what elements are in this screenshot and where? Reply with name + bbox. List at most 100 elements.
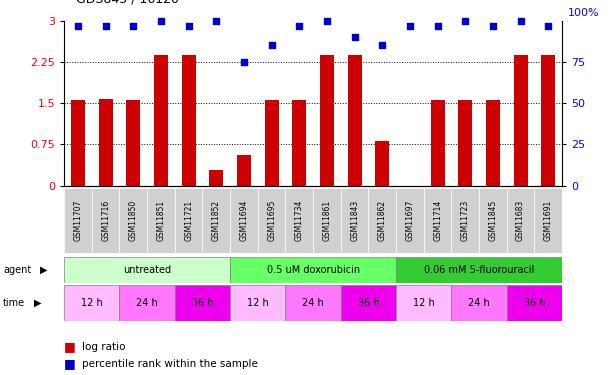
Text: ■: ■ xyxy=(64,340,76,353)
Bar xyxy=(507,188,535,253)
Text: GSM11843: GSM11843 xyxy=(350,200,359,241)
Bar xyxy=(92,188,120,253)
Text: 0.5 uM doxorubicin: 0.5 uM doxorubicin xyxy=(266,265,360,275)
Bar xyxy=(396,188,424,253)
Bar xyxy=(341,188,368,253)
Bar xyxy=(71,100,85,186)
Text: GDS845 / 16120: GDS845 / 16120 xyxy=(76,0,180,6)
Bar xyxy=(431,100,445,186)
Point xyxy=(239,59,249,65)
Bar xyxy=(64,257,230,283)
Point xyxy=(211,18,221,24)
Bar xyxy=(258,188,285,253)
Point xyxy=(128,22,138,28)
Bar xyxy=(452,188,479,253)
Bar xyxy=(265,100,279,186)
Bar xyxy=(514,55,527,186)
Point xyxy=(433,22,442,28)
Text: 36 h: 36 h xyxy=(357,298,379,308)
Point xyxy=(488,22,498,28)
Text: untreated: untreated xyxy=(123,265,171,275)
Bar xyxy=(64,188,92,253)
Text: GSM11714: GSM11714 xyxy=(433,200,442,241)
Point xyxy=(101,22,111,28)
Text: 24 h: 24 h xyxy=(136,298,158,308)
Bar xyxy=(535,188,562,253)
Bar xyxy=(175,285,230,321)
Bar xyxy=(147,188,175,253)
Bar xyxy=(285,285,341,321)
Point xyxy=(156,18,166,24)
Bar xyxy=(126,100,141,186)
Text: ▶: ▶ xyxy=(34,298,41,308)
Text: 100%: 100% xyxy=(568,8,599,18)
Bar xyxy=(154,55,168,186)
Text: GSM11852: GSM11852 xyxy=(212,200,221,241)
Bar xyxy=(202,188,230,253)
Text: 36 h: 36 h xyxy=(192,298,213,308)
Text: 12 h: 12 h xyxy=(247,298,269,308)
Bar xyxy=(210,170,223,186)
Text: ▶: ▶ xyxy=(40,265,47,275)
Point xyxy=(516,18,525,24)
Text: 24 h: 24 h xyxy=(302,298,324,308)
Bar xyxy=(120,285,175,321)
Text: GSM11851: GSM11851 xyxy=(156,200,166,241)
Bar xyxy=(99,99,112,186)
Bar xyxy=(458,100,472,186)
Bar xyxy=(424,188,452,253)
Text: GSM11850: GSM11850 xyxy=(129,200,138,241)
Bar xyxy=(486,100,500,186)
Bar xyxy=(230,257,396,283)
Text: GSM11861: GSM11861 xyxy=(323,200,332,241)
Bar xyxy=(452,285,507,321)
Point xyxy=(267,42,277,48)
Text: log ratio: log ratio xyxy=(82,342,126,352)
Text: GSM11707: GSM11707 xyxy=(73,200,82,241)
Text: GSM11694: GSM11694 xyxy=(240,200,249,241)
Point xyxy=(349,34,359,40)
Point xyxy=(322,18,332,24)
Bar xyxy=(181,55,196,186)
Text: GSM11716: GSM11716 xyxy=(101,200,110,241)
Bar xyxy=(348,55,362,186)
Text: percentile rank within the sample: percentile rank within the sample xyxy=(82,359,258,369)
Text: 0.06 mM 5-fluorouracil: 0.06 mM 5-fluorouracil xyxy=(424,265,534,275)
Text: GSM11691: GSM11691 xyxy=(544,200,553,241)
Bar xyxy=(313,188,341,253)
Text: 12 h: 12 h xyxy=(413,298,434,308)
Point xyxy=(295,22,304,28)
Bar xyxy=(479,188,507,253)
Bar xyxy=(230,285,285,321)
Point xyxy=(461,18,470,24)
Bar xyxy=(507,285,562,321)
Bar xyxy=(293,100,306,186)
Bar xyxy=(320,55,334,186)
Bar xyxy=(396,285,452,321)
Text: GSM11683: GSM11683 xyxy=(516,200,525,241)
Bar xyxy=(541,55,555,186)
Point xyxy=(543,22,553,28)
Text: 24 h: 24 h xyxy=(468,298,490,308)
Text: GSM11734: GSM11734 xyxy=(295,200,304,241)
Text: 12 h: 12 h xyxy=(81,298,103,308)
Text: GSM11845: GSM11845 xyxy=(488,200,497,241)
Point xyxy=(405,22,415,28)
Bar xyxy=(230,188,258,253)
Bar xyxy=(341,285,396,321)
Text: agent: agent xyxy=(3,265,31,275)
Point xyxy=(184,22,194,28)
Bar xyxy=(285,188,313,253)
Bar xyxy=(375,141,389,186)
Bar xyxy=(396,257,562,283)
Text: 36 h: 36 h xyxy=(524,298,545,308)
Text: ■: ■ xyxy=(64,357,76,370)
Text: GSM11697: GSM11697 xyxy=(406,200,414,241)
Bar xyxy=(237,155,251,186)
Text: GSM11723: GSM11723 xyxy=(461,200,470,241)
Text: GSM11721: GSM11721 xyxy=(184,200,193,241)
Bar xyxy=(175,188,202,253)
Point xyxy=(73,22,83,28)
Bar xyxy=(64,285,120,321)
Text: time: time xyxy=(3,298,25,308)
